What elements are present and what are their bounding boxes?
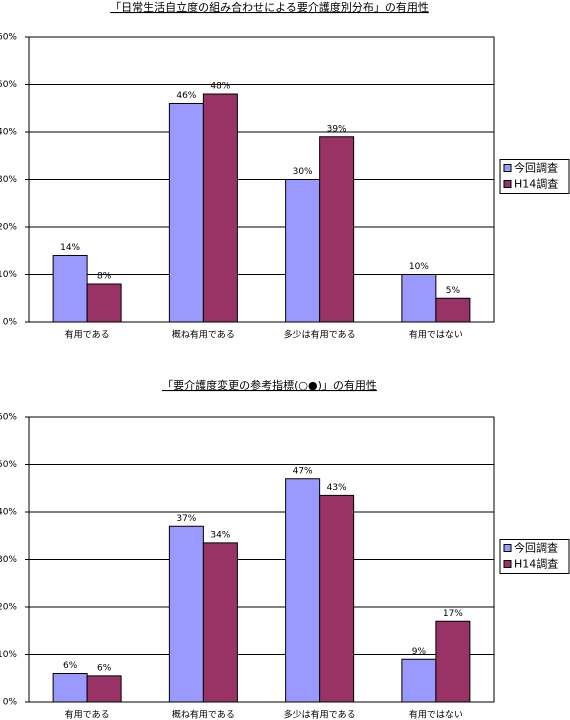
- legend-label: H14調査: [514, 557, 558, 571]
- x-category-label: 有用ではない: [409, 709, 463, 720]
- bar-series1: [52, 255, 88, 323]
- data-label: 17%: [443, 609, 463, 619]
- data-label: 39%: [327, 124, 347, 134]
- data-label: 6%: [97, 663, 112, 673]
- data-label: 48%: [210, 82, 230, 92]
- legend-swatch: [503, 544, 512, 552]
- x-category-label: 多少は有用である: [284, 709, 356, 720]
- y-tick-label: 30%: [0, 555, 17, 565]
- bar-series1: [401, 274, 437, 323]
- chart-1: 「日常生活自立度の組み合わせによる要介護度別分布」の有用性 0% 10% 20% 30%…: [0, 0, 570, 341]
- y-tick-label: 0%: [3, 318, 18, 328]
- data-label: 8%: [97, 272, 112, 282]
- plot-area: [28, 416, 495, 703]
- data-label: 10%: [409, 262, 429, 272]
- chart-2: 「要介護度変更の参考指標(○●)」の有用性 0% 10% 20% 30% 40% 50% 60…: [0, 378, 570, 720]
- data-label: 14%: [60, 243, 80, 253]
- bar-series2: [202, 93, 238, 323]
- bar-series1: [168, 103, 204, 323]
- data-label: 30%: [293, 167, 313, 177]
- x-category-label: 概ね有用である: [172, 329, 235, 341]
- plot-area: [28, 36, 495, 323]
- y-tick-label: 20%: [0, 223, 17, 233]
- legend-swatch: [503, 164, 512, 172]
- y-tick-label: 40%: [0, 128, 17, 138]
- y-tick-label: 0%: [3, 698, 18, 708]
- y-tick-label: 10%: [0, 650, 17, 660]
- chart-title: 「日常生活自立度の組み合わせによる要介護度別分布」の有用性: [110, 0, 429, 14]
- data-label: 47%: [293, 466, 313, 476]
- bar-series2: [435, 620, 471, 703]
- bar-series1: [285, 478, 321, 703]
- legend-label: 今回調査: [514, 161, 558, 175]
- bar-series2: [319, 136, 355, 323]
- legend-label: 今回調査: [514, 541, 558, 555]
- legend-swatch: [503, 180, 512, 188]
- bar-series1: [168, 525, 204, 703]
- data-label: 34%: [210, 530, 230, 540]
- x-category-label: 概ね有用である: [172, 709, 235, 720]
- data-label: 6%: [63, 661, 78, 671]
- bar-series2: [435, 297, 471, 323]
- bar-series1: [285, 179, 321, 323]
- data-label: 43%: [327, 483, 347, 493]
- x-category-label: 有用である: [65, 329, 110, 341]
- y-tick-label: 50%: [0, 80, 17, 90]
- y-tick-label: 20%: [0, 603, 17, 613]
- y-tick-label: 40%: [0, 508, 17, 518]
- bar-series2: [202, 542, 238, 703]
- bar-series1: [401, 658, 437, 703]
- legend-swatch: [503, 560, 512, 568]
- data-label: 37%: [176, 514, 196, 524]
- y-tick-label: 60%: [0, 33, 17, 43]
- legend-label: H14調査: [514, 177, 558, 191]
- y-tick-label: 10%: [0, 270, 17, 280]
- chart-title: 「要介護度変更の参考指標(○●)」の有用性: [162, 378, 377, 392]
- bar-series2: [319, 494, 355, 703]
- y-tick-label: 50%: [0, 460, 17, 470]
- y-tick-label: 30%: [0, 175, 17, 185]
- data-label: 9%: [412, 647, 427, 657]
- bar-series2: [86, 675, 122, 703]
- y-tick-label: 60%: [0, 413, 17, 423]
- x-category-label: 有用ではない: [409, 329, 463, 341]
- data-label: 46%: [176, 91, 196, 101]
- x-category-label: 有用である: [65, 709, 110, 720]
- data-label: 5%: [446, 286, 461, 296]
- bar-series2: [86, 283, 122, 323]
- bar-series1: [52, 673, 88, 703]
- x-category-label: 多少は有用である: [284, 329, 356, 341]
